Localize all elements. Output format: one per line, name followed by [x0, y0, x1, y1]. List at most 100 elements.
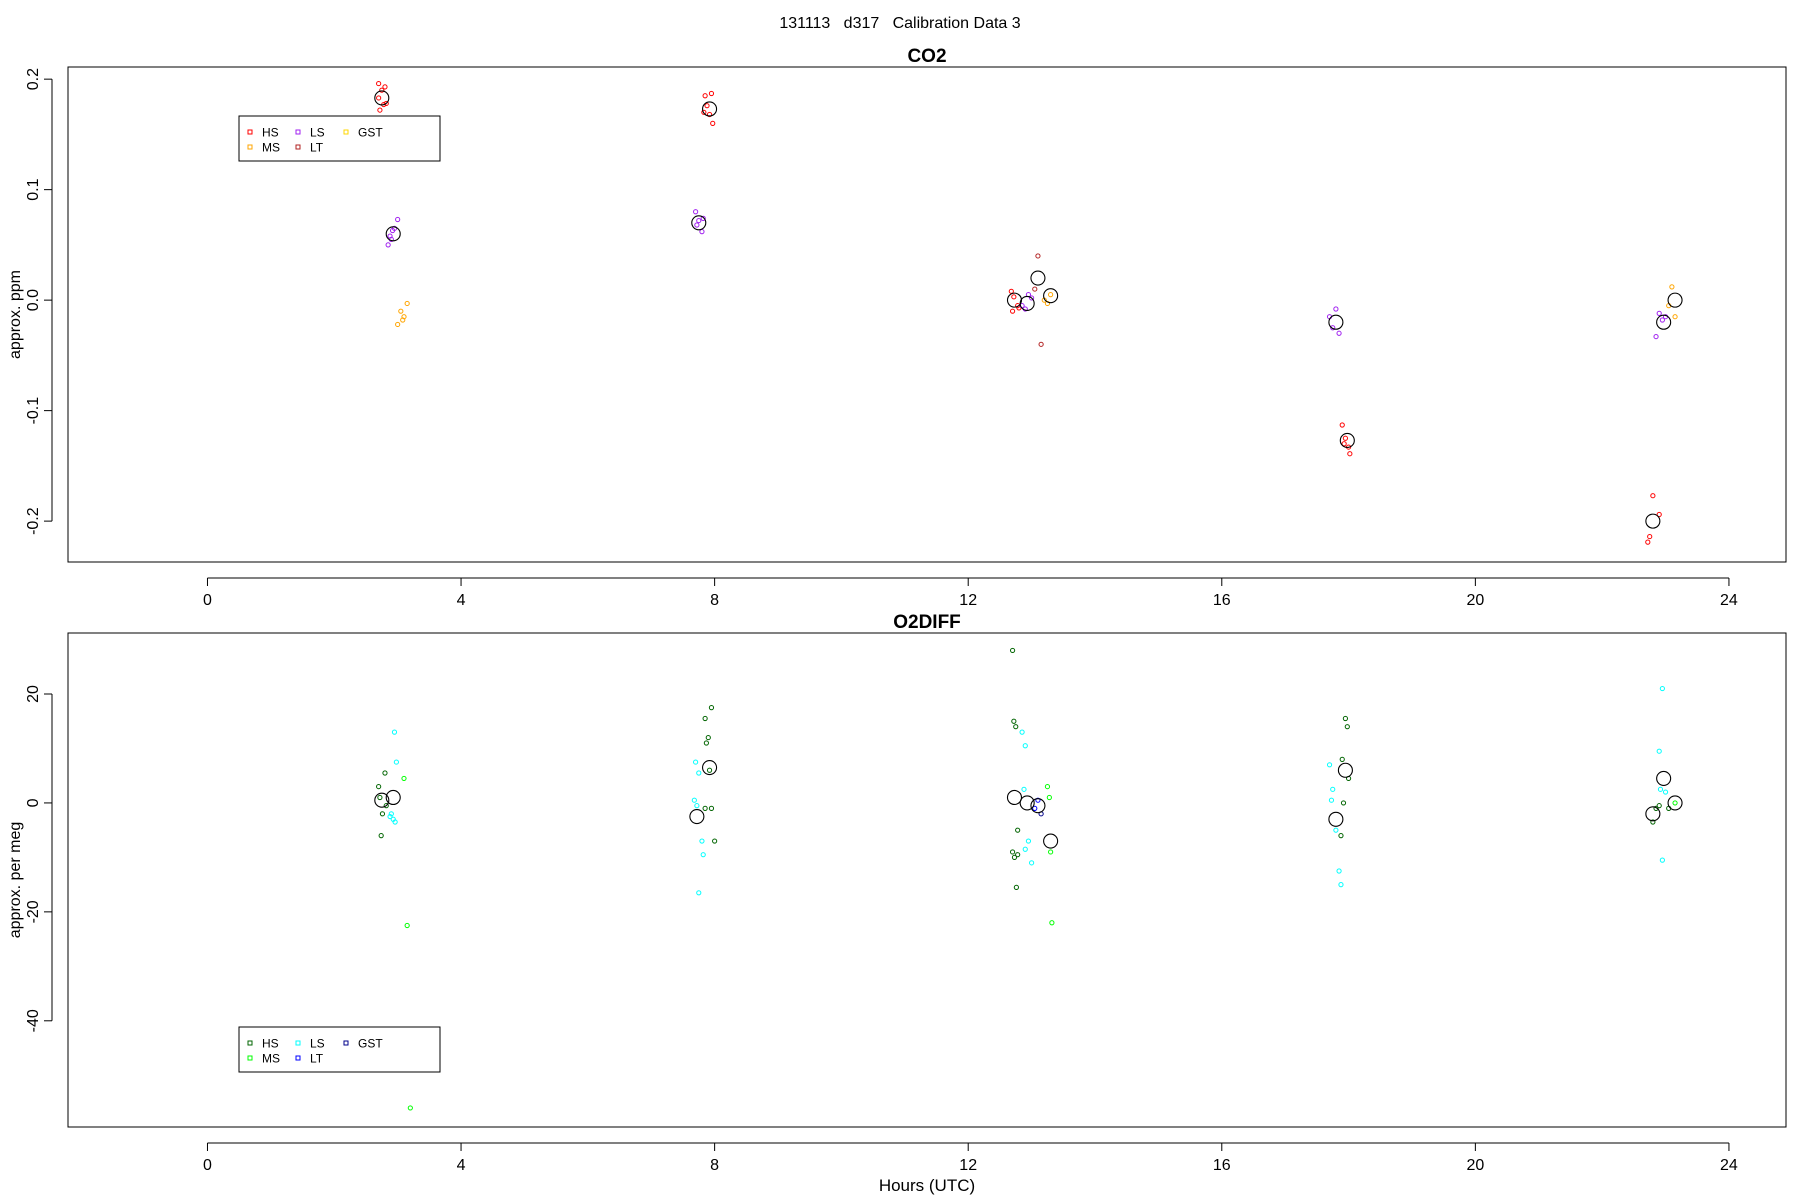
- mean-marker: [691, 215, 707, 231]
- mean-marker: [1656, 314, 1672, 330]
- mean-marker: [1339, 432, 1355, 449]
- mean-marker: [1043, 833, 1059, 849]
- legend-label: MS: [262, 141, 280, 155]
- data-point: [1011, 294, 1017, 300]
- data-point: [382, 770, 388, 776]
- data-point: [694, 222, 700, 228]
- mean-marker: [689, 808, 705, 825]
- y-axis-label: approx. ppm: [7, 270, 24, 359]
- data-point: [1347, 451, 1353, 457]
- mean-marker: [374, 792, 390, 808]
- data-point: [407, 1105, 413, 1111]
- plot-frame: [67, 66, 1787, 563]
- data-point: [706, 767, 713, 773]
- data-point: [391, 729, 398, 735]
- mean-marker: [374, 90, 390, 106]
- x-tick-label: 16: [1213, 1157, 1231, 1174]
- x-tick-label: 20: [1466, 1157, 1484, 1174]
- data-point: [1044, 783, 1051, 790]
- x-tick-label: 20: [1466, 592, 1484, 609]
- data-point: [1015, 852, 1021, 858]
- data-point: [699, 229, 705, 235]
- legend-swatch: [247, 144, 253, 150]
- legend-swatch: [295, 144, 301, 150]
- legend-label: LS: [310, 1037, 325, 1051]
- data-point: [1336, 868, 1342, 874]
- y-tick-label: -20: [25, 900, 42, 923]
- legend-swatch: [343, 1040, 349, 1046]
- data-point: [404, 922, 410, 929]
- data-point: [1021, 786, 1027, 792]
- data-point: [1659, 685, 1665, 692]
- mean-marker: [1667, 795, 1683, 811]
- data-point: [395, 216, 401, 223]
- mean-marker: [1019, 295, 1035, 312]
- data-point: [1659, 857, 1665, 863]
- mean-marker: [1337, 762, 1353, 778]
- data-point: [383, 803, 389, 809]
- x-tick-label: 4: [457, 592, 466, 609]
- data-point: [1645, 539, 1651, 545]
- data-point: [1342, 435, 1349, 441]
- data-point: [387, 233, 393, 239]
- data-point: [708, 805, 715, 811]
- data-point: [1009, 308, 1016, 314]
- legend-swatch: [343, 129, 349, 135]
- data-point: [1009, 647, 1016, 654]
- legend-label: GST: [358, 126, 383, 140]
- o2diff-panel: O2DIFF 0 4 8 12 16 20 24 20 0 -20 -40 approx. per me…: [7, 612, 1787, 1195]
- data-point: [385, 242, 391, 248]
- y-tick-label: -0.1: [25, 397, 42, 425]
- data-point: [1048, 849, 1054, 855]
- data-point: [706, 111, 713, 118]
- data-point: [1032, 286, 1038, 292]
- data-point: [376, 95, 382, 101]
- panel-title: O2DIFF: [893, 612, 961, 633]
- mean-marker: [702, 101, 718, 117]
- data-point: [1326, 762, 1333, 768]
- data-point: [379, 811, 386, 817]
- legend-label: LT: [310, 141, 324, 155]
- data-point: [387, 813, 393, 820]
- data-point: [705, 734, 711, 741]
- data-point: [1009, 849, 1016, 855]
- x-axis-label: Hours (UTC): [879, 1176, 975, 1195]
- data-point: [696, 770, 702, 776]
- legend-box: [238, 115, 441, 162]
- data-point: [1653, 333, 1659, 340]
- mean-marker: [1667, 292, 1683, 308]
- legend-swatch: [247, 1040, 253, 1046]
- mean-marker: [1030, 798, 1046, 814]
- mean-marker: [1328, 314, 1344, 330]
- data-point: [1672, 800, 1678, 806]
- data-point: [1342, 715, 1349, 722]
- legend-label: LS: [310, 126, 325, 140]
- data-point: [1333, 827, 1339, 833]
- plot-frame: [67, 632, 1787, 1128]
- data-point: [1011, 718, 1017, 724]
- data-point: [377, 794, 383, 801]
- y-tick-label: 0.2: [25, 68, 42, 90]
- data-point: [704, 103, 710, 109]
- data-point: [1338, 882, 1344, 888]
- data-point: [700, 852, 706, 858]
- data-point: [694, 803, 700, 809]
- y-tick-label: 20: [25, 685, 42, 703]
- data-point: [1330, 786, 1336, 792]
- mean-marker: [385, 226, 401, 242]
- data-point: [1029, 295, 1035, 301]
- mean-marker: [1656, 770, 1672, 786]
- data-point: [1032, 805, 1038, 811]
- data-point: [700, 215, 706, 221]
- data-point: [1013, 724, 1019, 730]
- x-tick-label: 16: [1213, 592, 1231, 609]
- y-tick-label: 0.0: [25, 289, 42, 311]
- data-point: [701, 109, 707, 115]
- data-point: [378, 833, 384, 839]
- data-point: [710, 120, 716, 126]
- legend-swatch: [247, 1055, 253, 1061]
- data-point: [382, 84, 388, 90]
- legend-label: LT: [310, 1052, 324, 1066]
- y-axis-label: approx. per meg: [7, 822, 24, 939]
- data-point: [393, 759, 399, 765]
